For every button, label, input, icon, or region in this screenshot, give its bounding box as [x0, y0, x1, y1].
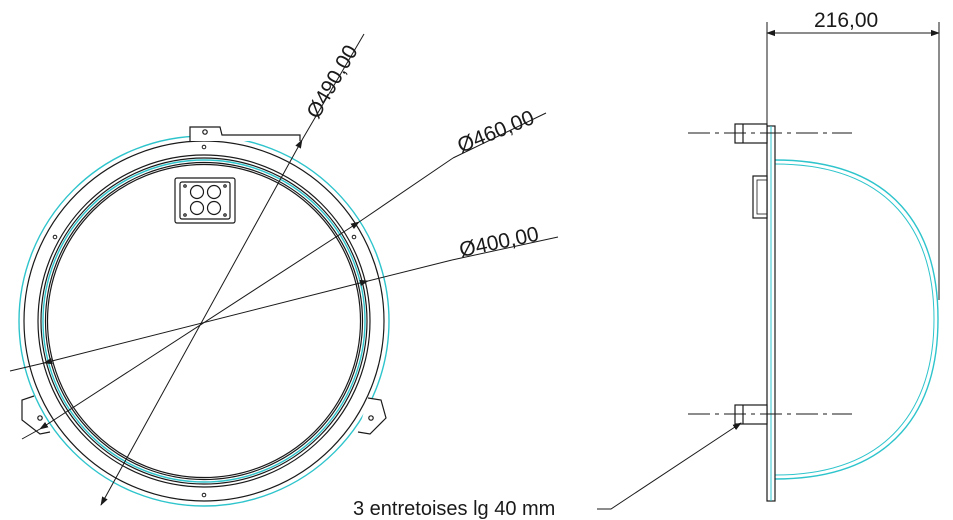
- right-mounting-tab: [357, 397, 387, 435]
- dimension-d460-label: Ø460,00: [454, 106, 537, 158]
- dimension-d490-label: Ø490,00: [302, 41, 362, 122]
- front-view: Ø490,00 Ø460,00 Ø400,00: [9, 33, 559, 507]
- dimension-d460: [21, 112, 547, 440]
- dimension-d400: [9, 236, 559, 372]
- dome-profile-inner: [774, 163, 935, 476]
- spacer-bottom: [734, 404, 768, 425]
- dimension-d400-label: Ø400,00: [457, 223, 541, 262]
- left-mounting-tab: [21, 395, 51, 435]
- spacer-note: 3 entretoises lg 40 mm: [353, 498, 555, 520]
- connector-box: [174, 177, 236, 224]
- centerlines: [688, 132, 852, 415]
- side-view: 216,00 3 entretoises lg 40 mm: [353, 9, 940, 520]
- top-mounting-tab: [189, 126, 301, 141]
- dome-profile: [774, 159, 939, 480]
- dimension-depth-label: 216,00: [814, 9, 878, 32]
- spacer-top: [734, 123, 768, 144]
- dimension-depth: [766, 22, 940, 300]
- side-connector: [752, 175, 768, 219]
- spacer-note-leader: [597, 422, 742, 510]
